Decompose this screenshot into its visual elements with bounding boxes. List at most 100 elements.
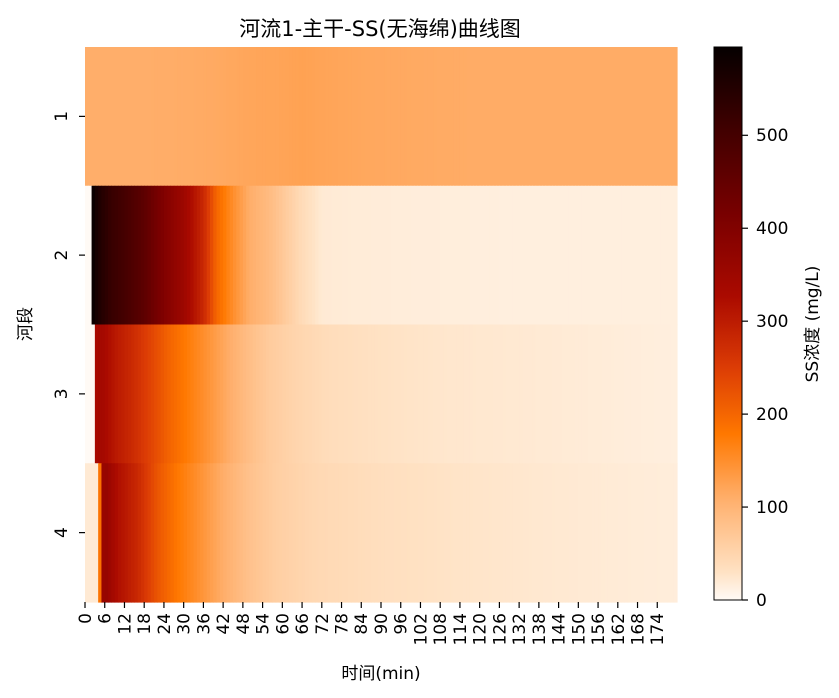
heatmap-cell <box>206 185 211 326</box>
heatmap-cell <box>568 47 573 187</box>
heatmap-cell <box>233 47 237 187</box>
heatmap-cell <box>413 463 418 603</box>
heatmap-cell <box>512 324 517 464</box>
heatmap-cell <box>397 185 402 326</box>
heatmap-cell <box>545 47 550 187</box>
heatmap-cell <box>315 324 320 464</box>
heatmap-cell <box>325 185 329 326</box>
heatmap-cell <box>509 324 514 464</box>
heatmap-cell <box>653 47 658 187</box>
heatmap-cell <box>584 185 589 326</box>
heatmap-cell <box>453 47 458 187</box>
heatmap-cell <box>571 463 576 603</box>
heatmap-cell <box>285 324 290 464</box>
heatmap-cell <box>256 47 260 187</box>
heatmap-cell <box>203 463 208 603</box>
heatmap-cell <box>272 47 277 187</box>
heatmap-cell <box>134 47 139 187</box>
heatmap-cell <box>515 185 520 326</box>
heatmap-cell <box>469 463 474 603</box>
heatmap-cell <box>397 324 402 464</box>
heatmap-cell <box>555 185 560 326</box>
heatmap-cell <box>420 463 425 603</box>
heatmap-cell <box>170 324 175 464</box>
heatmap-cell <box>519 463 524 603</box>
heatmap-cell <box>331 185 336 326</box>
heatmap-cell <box>121 463 126 603</box>
heatmap-cell <box>209 185 214 326</box>
heatmap-cell <box>239 185 244 326</box>
heatmap-cell <box>509 47 514 187</box>
heatmap-cell <box>535 463 540 603</box>
heatmap-cell <box>361 47 366 187</box>
heatmap-cell <box>183 47 188 187</box>
heatmap-cell <box>667 47 672 187</box>
heatmap-cell <box>476 324 481 464</box>
x-tick-label: 132 <box>510 613 530 645</box>
heatmap-cell <box>486 324 491 464</box>
heatmap-cell <box>621 47 625 187</box>
heatmap-cell <box>308 47 313 187</box>
heatmap-cell <box>177 47 181 187</box>
heatmap-cell <box>256 185 260 326</box>
heatmap-cell <box>344 324 349 464</box>
heatmap-cell <box>374 324 379 464</box>
heatmap-cell <box>351 324 356 464</box>
heatmap-cell <box>545 463 550 603</box>
heatmap-cell <box>519 324 524 464</box>
heatmap-cell <box>482 324 487 464</box>
heatmap-row-1 <box>85 47 678 187</box>
heatmap-cell <box>331 47 336 187</box>
heatmap-cell <box>147 47 152 187</box>
heatmap-cell <box>525 463 530 603</box>
heatmap-cell <box>127 324 132 464</box>
heatmap-cell <box>578 47 583 187</box>
x-tick-label: 24 <box>155 613 175 635</box>
heatmap-cell <box>85 324 89 464</box>
heatmap-cell <box>311 47 316 187</box>
heatmap-cell <box>131 463 135 603</box>
heatmap-cell <box>170 185 175 326</box>
x-tick-label: 96 <box>392 613 412 635</box>
colorbar-label: SS浓度 (mg/L) <box>803 266 823 383</box>
heatmap-cell <box>367 324 372 464</box>
heatmap-cell <box>390 47 395 187</box>
heatmap-cell <box>621 463 625 603</box>
heatmap-cell <box>213 47 218 187</box>
heatmap-cell <box>663 185 668 326</box>
heatmap-cell <box>275 324 280 464</box>
heatmap-cell <box>413 185 418 326</box>
heatmap-cell <box>259 185 264 326</box>
heatmap-cell <box>203 47 208 187</box>
heatmap-cell <box>140 324 145 464</box>
heatmap-cell <box>581 463 586 603</box>
heatmap-cell <box>111 185 116 326</box>
heatmap-cell <box>571 47 576 187</box>
heatmap-cell <box>239 324 244 464</box>
heatmap-cell <box>670 47 675 187</box>
heatmap-cell <box>367 185 372 326</box>
heatmap-cell <box>657 47 662 187</box>
heatmap-cell <box>499 324 504 464</box>
heatmap-cell <box>203 185 208 326</box>
heatmap-cell <box>552 463 556 603</box>
heatmap-cell <box>466 185 471 326</box>
heatmap-cell <box>538 463 543 603</box>
heatmap-row-3 <box>85 324 678 464</box>
heatmap-cell <box>505 185 510 326</box>
heatmap-cell <box>305 185 310 326</box>
heatmap-cell <box>571 185 576 326</box>
heatmap-cell <box>200 324 204 464</box>
heatmap-cell <box>354 324 359 464</box>
heatmap-cell <box>584 324 589 464</box>
heatmap-cell <box>154 324 158 464</box>
heatmap-cell <box>624 185 629 326</box>
heatmap-cell <box>397 47 402 187</box>
heatmap-cell <box>216 185 221 326</box>
heatmap-cell <box>509 463 514 603</box>
heatmap-cell <box>321 185 326 326</box>
heatmap-cell <box>565 47 570 187</box>
heatmap-cell <box>650 324 655 464</box>
heatmap-cell <box>157 185 162 326</box>
heatmap-cell <box>157 463 162 603</box>
